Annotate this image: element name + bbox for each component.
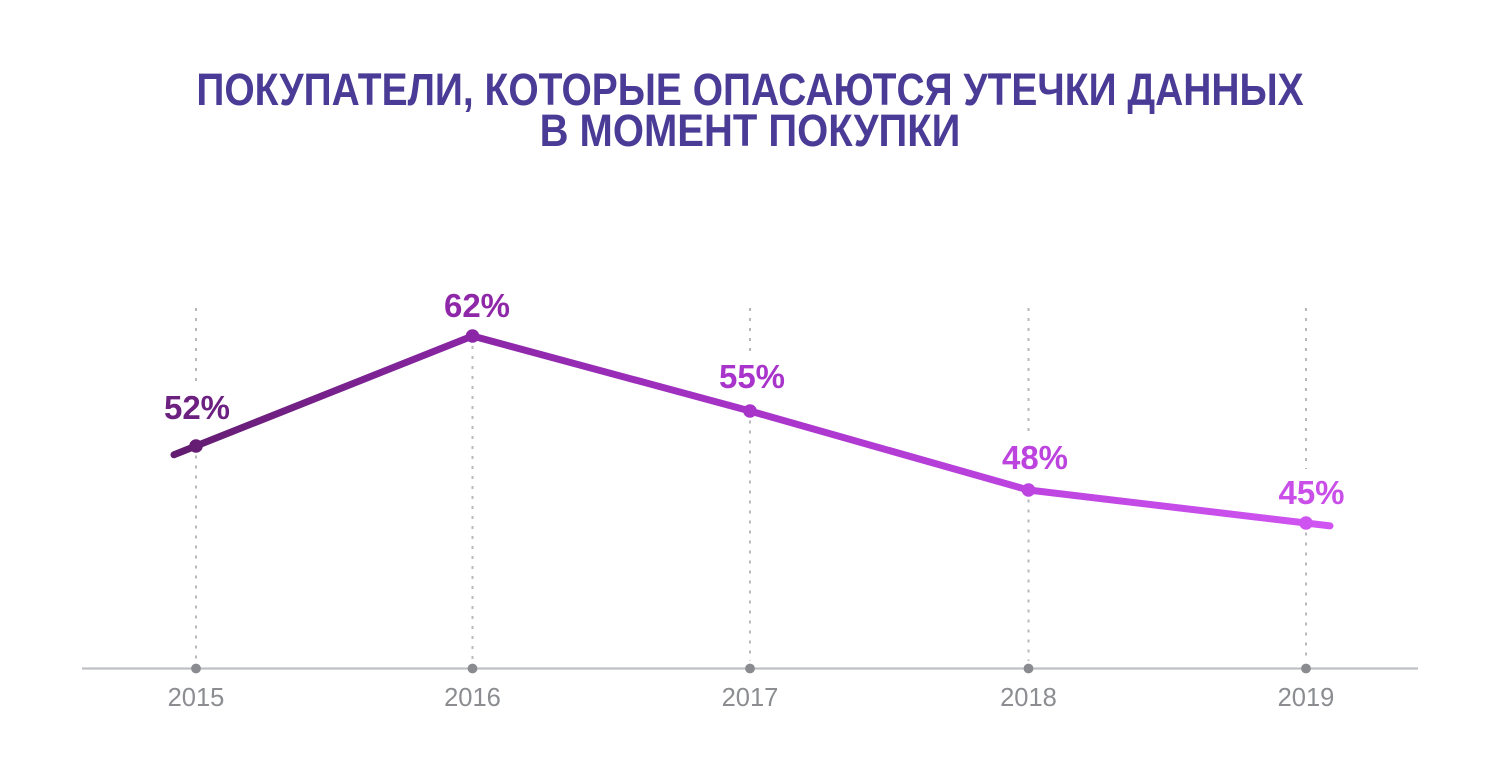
svg-text:В МОМЕНТ ПОКУПКИ: В МОМЕНТ ПОКУПКИ — [540, 106, 961, 157]
svg-text:2016: 2016 — [444, 684, 501, 712]
svg-text:55%: 55% — [719, 358, 785, 395]
svg-text:52%: 52% — [164, 389, 230, 426]
svg-text:2015: 2015 — [168, 684, 225, 712]
svg-text:62%: 62% — [444, 287, 510, 324]
svg-text:48%: 48% — [1002, 439, 1068, 476]
svg-text:45%: 45% — [1278, 474, 1344, 511]
svg-text:2017: 2017 — [722, 684, 779, 712]
svg-text:2019: 2019 — [1278, 684, 1335, 712]
svg-text:2018: 2018 — [1000, 684, 1057, 712]
svg-text:ПОКУПАТЕЛИ, КОТОРЫЕ ОПАСАЮТСЯ: ПОКУПАТЕЛИ, КОТОРЫЕ ОПАСАЮТСЯ УТЕЧКИ ДАН… — [196, 64, 1303, 114]
